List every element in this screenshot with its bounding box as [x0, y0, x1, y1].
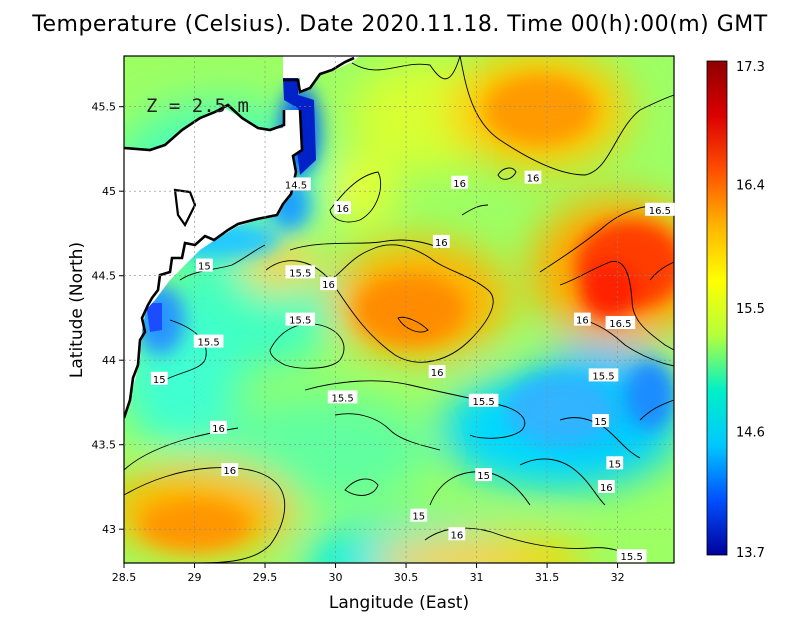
contour-label: 15.5 — [592, 371, 614, 382]
contour-label-bg — [475, 468, 493, 482]
contour-label-bg — [221, 463, 239, 477]
contour-label: 15.5 — [289, 316, 311, 327]
depth-label: Z = 2.5 m — [146, 95, 249, 117]
contour-label: 16 — [322, 280, 335, 291]
contour-label: 15 — [198, 262, 211, 273]
contour-label: 16 — [336, 204, 349, 215]
contour-label: 15 — [412, 512, 425, 523]
contour-label-bg — [524, 170, 542, 184]
grid-lines — [124, 56, 674, 563]
contour-label-bg — [150, 371, 168, 385]
x-tick-label: 29 — [188, 571, 202, 584]
contour-label-bg — [195, 258, 213, 272]
contour-label-bg — [468, 393, 499, 407]
contour-label-bg — [605, 316, 636, 330]
contour-label: 16 — [600, 483, 613, 494]
contour-label: 15 — [477, 471, 490, 482]
contour-label: 16 — [431, 368, 444, 379]
contour-label-bg — [210, 420, 227, 434]
y-tick-label: 44.5 — [92, 270, 117, 283]
colorbar-tick-label: 17.3 — [736, 60, 765, 75]
contour-label: 16.5 — [649, 206, 671, 217]
y-tick-label: 45 — [102, 185, 116, 198]
contour-label: 16 — [450, 530, 463, 541]
x-tick-label: 28.5 — [112, 571, 137, 584]
contour-label: 15.5 — [289, 268, 311, 279]
contour-label-bg — [410, 508, 428, 522]
plot-frame — [123, 55, 675, 564]
x-tick-label: 32 — [611, 571, 625, 584]
y-tick-label: 45.5 — [92, 101, 117, 114]
page-title: Temperature (Celsius). Date 2020.11.18. … — [32, 12, 768, 37]
colorbar-tick-label: 16.4 — [736, 179, 765, 194]
contour-label-bg — [281, 177, 311, 191]
colorbar-tick-label: 15.5 — [736, 302, 765, 317]
contour-label-bg — [428, 365, 446, 379]
y-tick-label: 43 — [102, 523, 116, 536]
contour-label: 16 — [576, 316, 589, 327]
contour-label-bg — [616, 549, 647, 563]
contour-label-bg — [573, 312, 591, 326]
contour-label: 15.5 — [197, 338, 219, 349]
contour-label-bg — [285, 312, 316, 326]
contour-label: 16 — [435, 238, 448, 249]
x-tick-label: 29.5 — [253, 571, 278, 584]
x-tick-label: 30.5 — [394, 571, 419, 584]
contour-label-bg — [193, 334, 224, 348]
y-tick-label: 43.5 — [92, 439, 117, 452]
x-axis-label: Langitude (East) — [329, 593, 469, 613]
colorbar-tick-label: 14.6 — [736, 426, 765, 441]
coastline — [124, 56, 355, 419]
contour-label: 16 — [527, 174, 540, 185]
colorbar-ticks: 17.3 16.4 15.5 14.6 13.7 — [736, 60, 765, 561]
contour-labels: 16 16 14.5 16 16 16 16.5 15 15.5 16 15.5 15.5 16 16.5… — [150, 170, 675, 563]
contour-label: 14.5 — [285, 180, 307, 191]
contour-label: 15 — [153, 375, 166, 386]
contour-label-bg — [592, 414, 610, 428]
contour-label-bg — [451, 175, 469, 189]
y-tick-label: 44 — [102, 354, 116, 367]
contour-label-bg — [327, 390, 358, 404]
contour-label-bg — [432, 234, 450, 248]
contour-label-bg — [334, 201, 351, 215]
contour-label-bg — [645, 202, 675, 216]
axis-ticks: 28.5 29 29.5 30 30.5 31 31.5 32 43 43.5 44 44.5 45 45… — [92, 101, 625, 584]
colorbar-tick-label: 13.7 — [736, 546, 765, 561]
x-tick-label: 30 — [329, 571, 343, 584]
contour-label: 15.5 — [472, 397, 494, 408]
contour-label-bg — [597, 479, 615, 493]
contour-label: 16 — [223, 466, 236, 477]
x-tick-label: 31.5 — [535, 571, 560, 584]
colorbar — [706, 60, 728, 556]
contour-label-bg — [320, 277, 337, 291]
contour-label: 16 — [212, 424, 225, 435]
contour-label: 16.5 — [609, 319, 631, 330]
contour-label: 16 — [453, 179, 466, 190]
contour-label: 15.5 — [331, 393, 353, 404]
contour-label: 15 — [594, 417, 607, 428]
contour-label-bg — [588, 368, 619, 382]
contour-label: 15 — [608, 459, 621, 470]
contour-label: 15.5 — [621, 552, 643, 563]
y-axis-label: Latitude (North) — [67, 242, 87, 378]
contour-label-bg — [448, 527, 466, 541]
x-tick-label: 31 — [470, 571, 484, 584]
contour-label-bg — [285, 265, 316, 279]
contour-label-bg — [606, 456, 624, 470]
